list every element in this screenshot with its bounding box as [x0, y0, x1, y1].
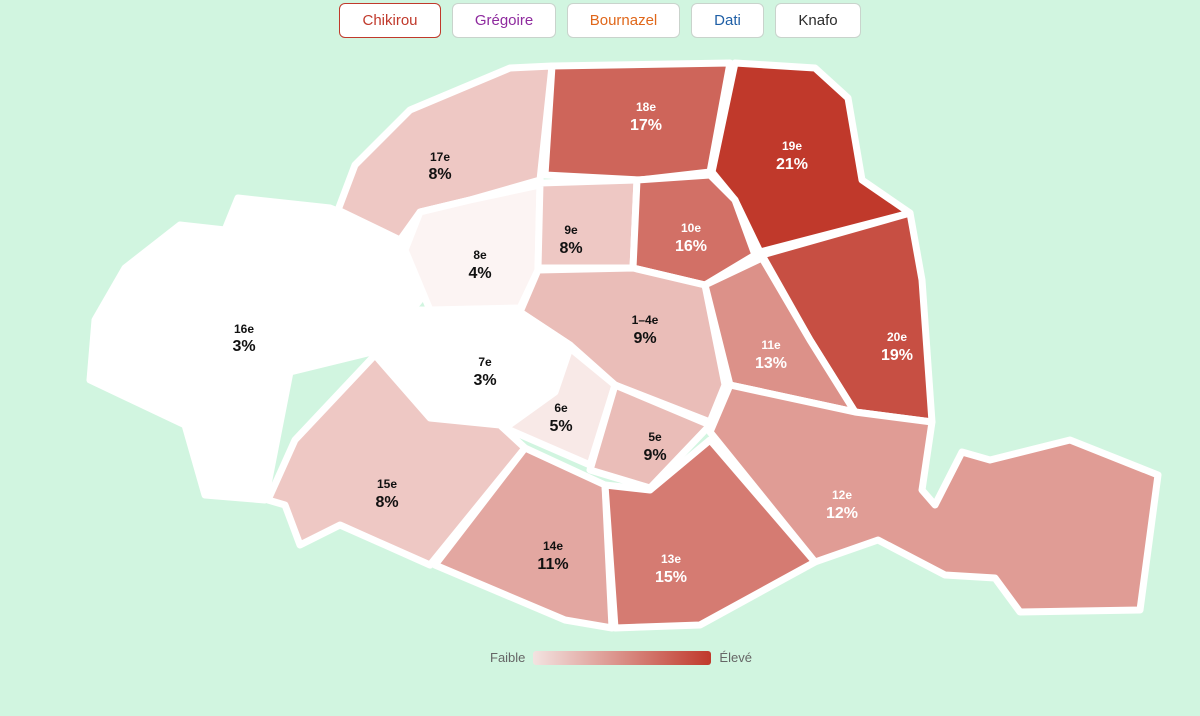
- arrondissement-value: 9%: [633, 330, 656, 347]
- arrondissement-label: 19e: [782, 139, 802, 153]
- arrondissement-label: 15e: [377, 477, 397, 491]
- arrondissement-label: 18e: [636, 100, 656, 114]
- arrondissement-value: 8%: [428, 166, 451, 183]
- arrondissement-value: 3%: [473, 372, 496, 389]
- arrondissement-label: 8e: [473, 248, 487, 262]
- arrondissement-value: 4%: [468, 265, 491, 282]
- arrondissement-label: 6e: [554, 401, 568, 415]
- tab-knafo[interactable]: Knafo: [775, 3, 861, 38]
- arrondissement-value: 15%: [655, 569, 687, 586]
- arrondissement-15e-shape[interactable]: [264, 351, 529, 569]
- arrondissement-value: 11%: [537, 556, 568, 573]
- arrondissement-label: 5e: [648, 430, 662, 444]
- arrondissement-12e-shape[interactable]: [706, 381, 1162, 616]
- legend-low-label: Faible: [490, 650, 526, 665]
- arrondissement-label: 13e: [661, 552, 681, 566]
- arrondissement-14e-shape[interactable]: [431, 444, 616, 632]
- arrondissement-18e[interactable]: 18e 17%: [541, 59, 734, 184]
- arrondissement-label: 17e: [430, 150, 450, 164]
- legend-high-label: Élevé: [719, 650, 752, 665]
- arrondissement-value: 8%: [559, 240, 582, 257]
- arrondissement-value: 17%: [630, 117, 662, 134]
- legend-gradient-bar: [533, 650, 712, 665]
- arrondissement-11e-shape[interactable]: [701, 254, 859, 416]
- arrondissement-12e[interactable]: 12e 12%: [706, 381, 1162, 616]
- arrondissement-11e[interactable]: 11e 13%: [701, 254, 859, 416]
- arrondissement-value: 5%: [549, 418, 572, 435]
- arrondissement-15e[interactable]: 15e 8%: [264, 351, 529, 569]
- tab-gregoire[interactable]: Grégoire: [452, 3, 556, 38]
- arrondissement-label: 12e: [832, 488, 852, 502]
- arrondissement-6e[interactable]: 6e 5%: [501, 344, 619, 469]
- arrondissement-value: 21%: [776, 156, 808, 173]
- arrondissement-6e-shape[interactable]: [501, 344, 619, 469]
- arrondissement-value: 8%: [375, 494, 398, 511]
- arrondissement-9e-shape[interactable]: [534, 176, 641, 272]
- arrondissement-value: 13%: [755, 355, 787, 372]
- arrondissement-label: 11e: [761, 338, 781, 352]
- arrondissement-label: 7e: [478, 355, 492, 369]
- arrondissement-value: 3%: [232, 338, 255, 355]
- candidate-tabs: Chikirou Grégoire Bournazel Dati Knafo: [0, 3, 1200, 38]
- arrondissement-label: 16e: [234, 322, 254, 336]
- arrondissement-label: 10e: [681, 221, 701, 235]
- arrondissement-9e[interactable]: 9e 8%: [534, 176, 641, 272]
- arrondissement-label: 14e: [543, 539, 563, 553]
- tab-dati[interactable]: Dati: [691, 3, 764, 38]
- arrondissement-value: 12%: [826, 505, 858, 522]
- arrondissement-value: 9%: [643, 447, 666, 464]
- tab-chikirou[interactable]: Chikirou: [339, 3, 441, 38]
- tab-bournazel[interactable]: Bournazel: [567, 3, 680, 38]
- color-legend: Faible Élevé: [490, 650, 752, 665]
- arrondissement-value: 16%: [675, 238, 707, 255]
- arrondissement-label: 20e: [887, 330, 907, 344]
- arrondissement-label: 9e: [564, 223, 578, 237]
- arrondissement-value: 19%: [881, 347, 913, 364]
- arrondissement-label: 1–4e: [632, 313, 659, 327]
- arrondissement-14e[interactable]: 14e 11%: [431, 444, 616, 632]
